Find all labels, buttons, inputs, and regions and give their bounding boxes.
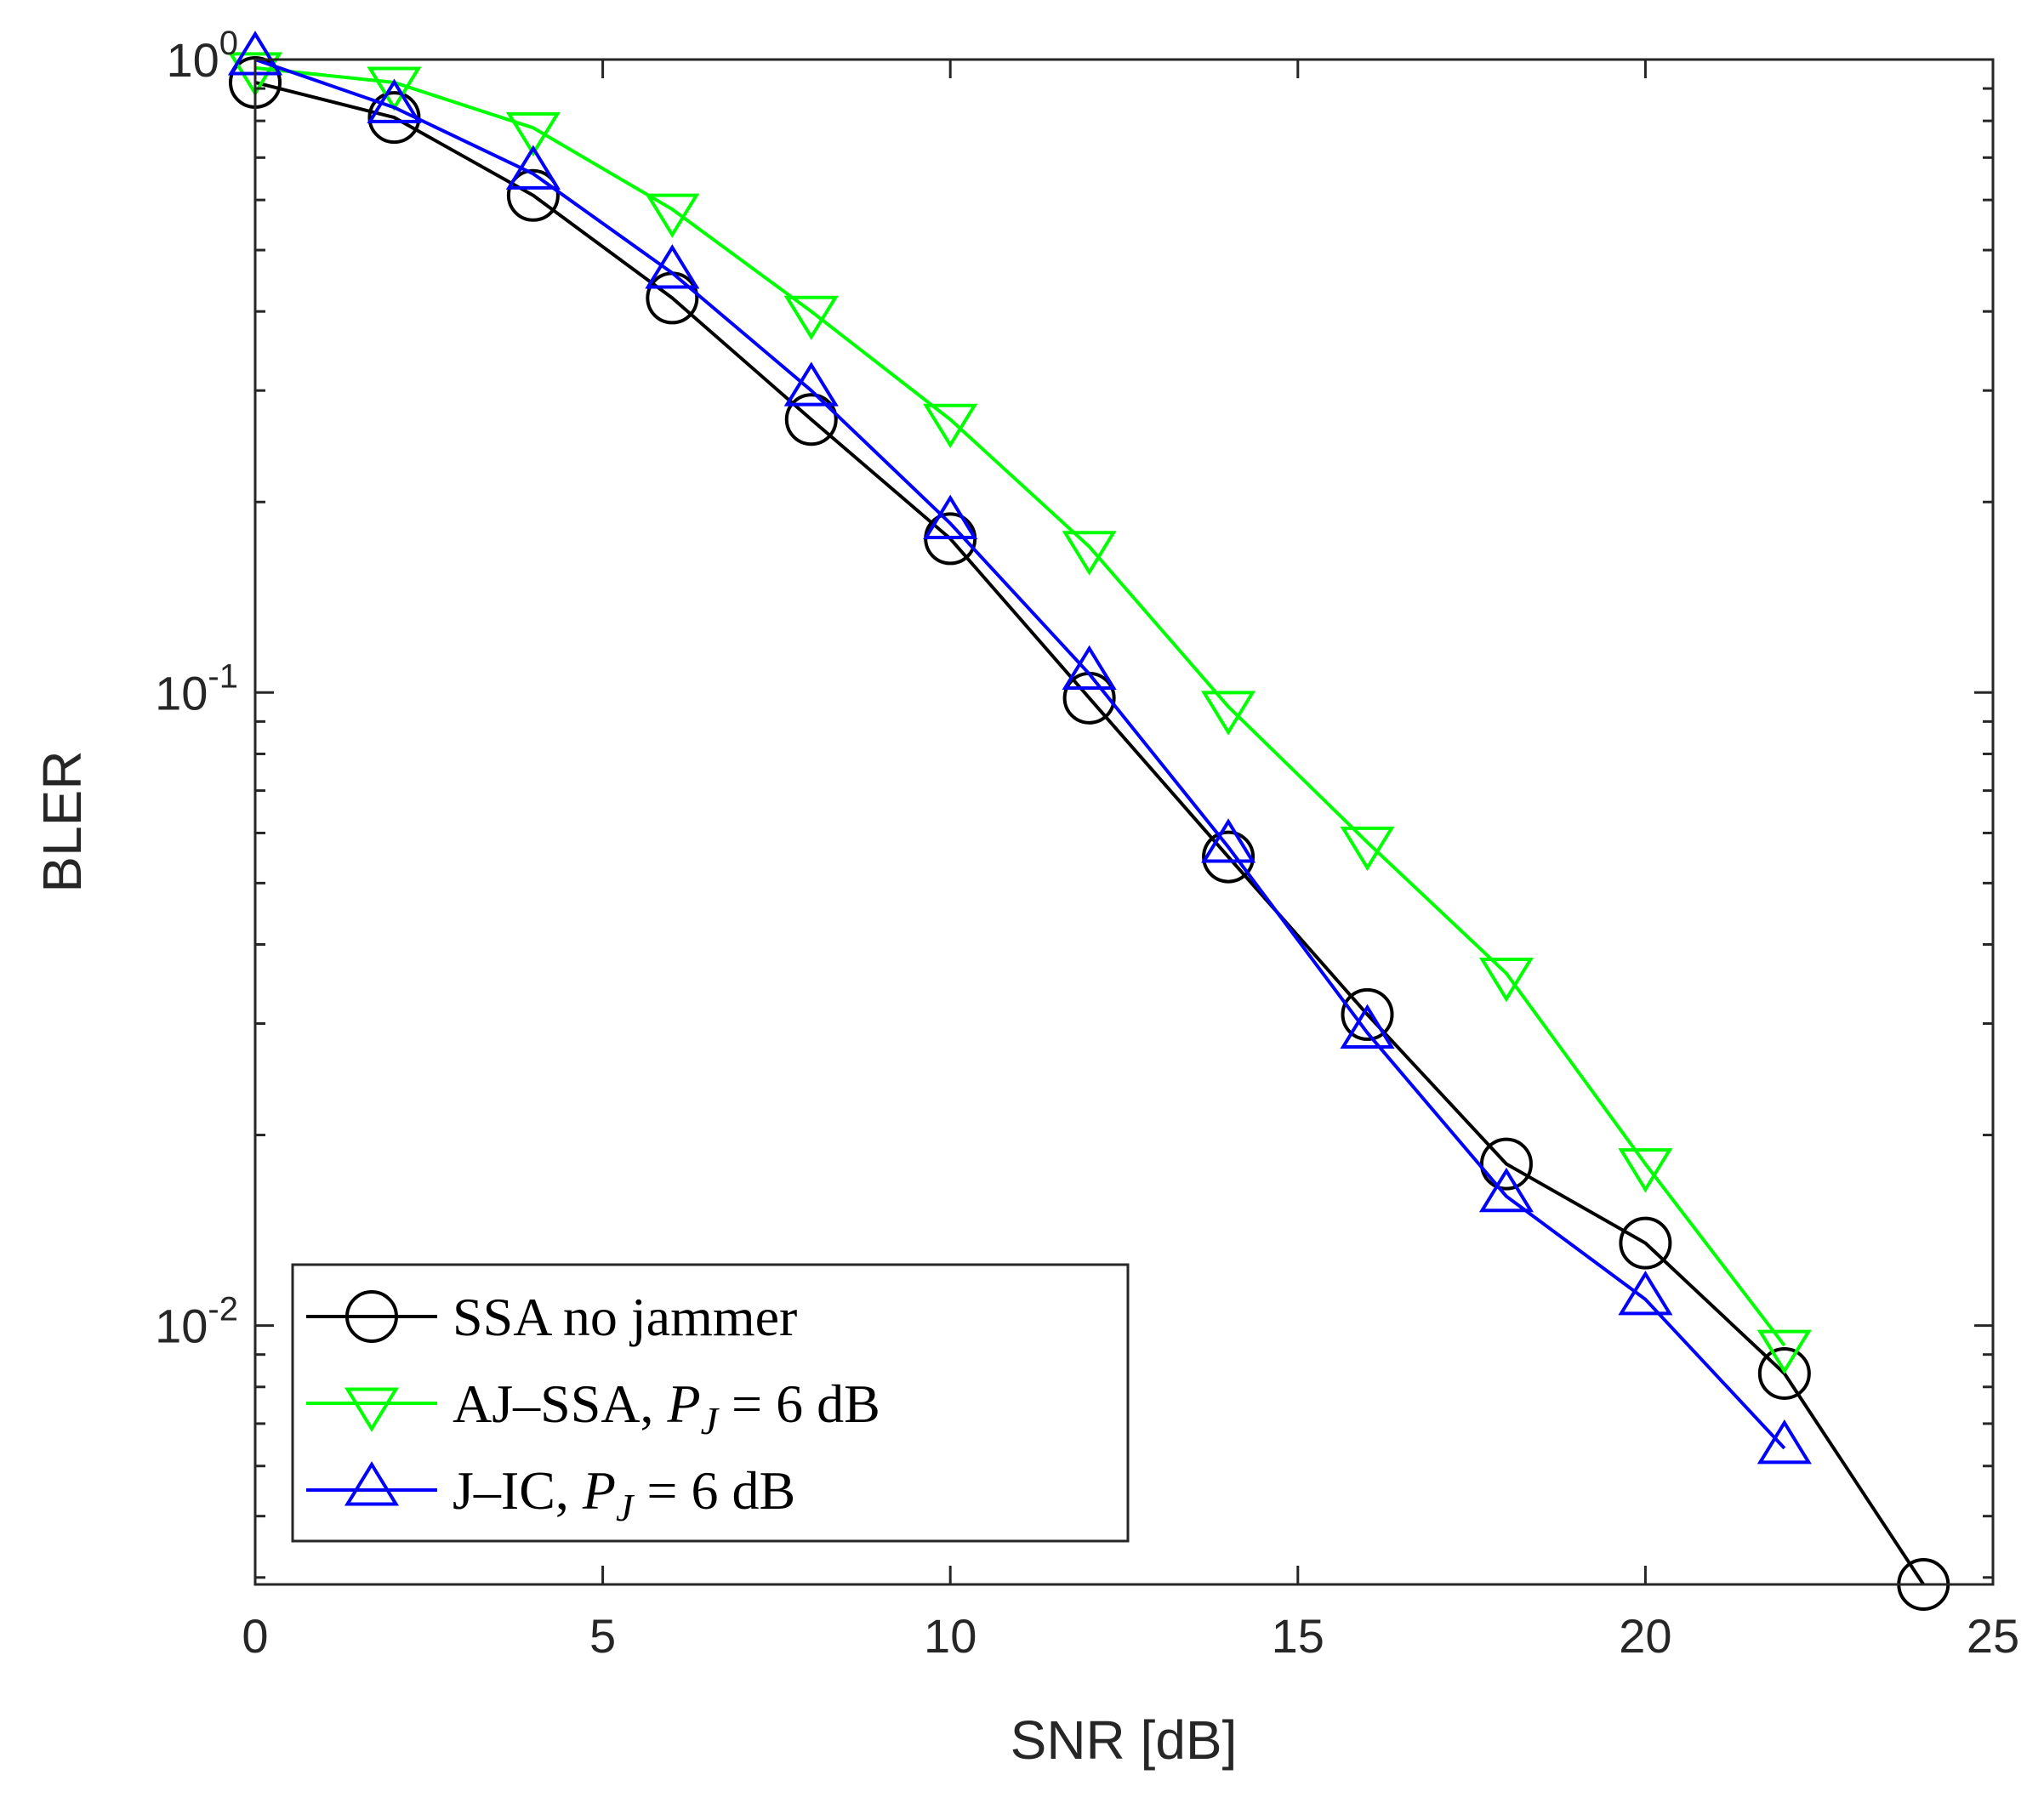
data-point-marker — [505, 145, 561, 190]
series-line — [254, 81, 1925, 1586]
data-point-marker — [1201, 818, 1256, 863]
data-point-marker — [1756, 1329, 1812, 1374]
data-point-marker — [1202, 830, 1255, 884]
data-point-marker — [505, 111, 561, 157]
data-point-marker — [1340, 1004, 1395, 1049]
y-tick-label: 10-2 — [155, 1291, 238, 1353]
legend-marker-sample — [344, 1387, 400, 1432]
series-layer — [227, 31, 1950, 1611]
y-tick-label: 100 — [166, 25, 238, 87]
data-point-marker — [784, 393, 838, 446]
x-axis-label: SNR [dB] — [1011, 1709, 1238, 1771]
data-point-marker — [1618, 1270, 1673, 1316]
data-point-marker — [1340, 826, 1395, 872]
series-triangle-up — [227, 31, 1812, 1465]
legend-entry: AJ–SSA, PJ = 6 dB — [306, 1374, 880, 1442]
data-point-marker — [367, 66, 422, 111]
legend-label: AJ–SSA, PJ = 6 dB — [453, 1374, 880, 1442]
data-point-marker — [506, 168, 560, 222]
data-point-marker — [1618, 1148, 1673, 1193]
data-point-marker — [1201, 691, 1256, 736]
legend-entry: SSA no jammer — [306, 1287, 797, 1347]
tick-layer: 0 5 10 15 20 25 100 10-1 10-2 — [155, 25, 2019, 1663]
x-tick-label: 5 — [589, 1609, 616, 1663]
x-tick-label: 10 — [924, 1609, 976, 1663]
x-tick-label: 20 — [1619, 1609, 1671, 1663]
data-point-marker — [1341, 987, 1394, 1041]
x-tick-label: 25 — [1967, 1609, 2019, 1663]
data-point-marker — [1478, 1167, 1534, 1213]
plot-area-frame — [253, 58, 1995, 1586]
data-point-marker — [1062, 645, 1117, 690]
series-line — [254, 58, 1786, 1450]
data-point-marker — [923, 494, 978, 539]
data-point-marker — [1756, 1419, 1812, 1465]
data-point-marker — [923, 403, 978, 449]
legend-marker-sample — [344, 1461, 400, 1506]
legend: SSA no jammer AJ–SSA, PJ = 6 dB J–IC, PJ =… — [291, 1263, 1130, 1543]
legend-label: SSA no jammer — [453, 1287, 797, 1347]
y-axis-label: BLER — [31, 750, 93, 892]
legend-label: J–IC, PJ = 6 dB — [453, 1460, 795, 1529]
series-line — [254, 65, 1786, 1347]
data-point-marker — [1619, 1216, 1672, 1270]
data-point-marker — [1479, 1137, 1533, 1191]
data-point-marker — [783, 361, 839, 407]
y-tick-label: 10-1 — [155, 657, 238, 719]
data-point-marker — [367, 78, 422, 123]
legend-marker-sample — [345, 1290, 398, 1343]
legend-entries: SSA no jammer AJ–SSA, PJ = 6 dB J–IC, PJ =… — [306, 1287, 880, 1529]
data-point-marker — [645, 244, 700, 289]
data-point-marker — [1757, 1346, 1811, 1400]
legend-entry: J–IC, PJ = 6 dB — [306, 1460, 795, 1529]
data-point-marker — [1478, 958, 1534, 1003]
data-point-marker — [783, 295, 839, 341]
data-point-marker — [1062, 531, 1117, 576]
x-tick-label: 0 — [242, 1609, 268, 1663]
x-tick-label: 15 — [1272, 1609, 1324, 1663]
data-point-marker — [645, 193, 700, 238]
